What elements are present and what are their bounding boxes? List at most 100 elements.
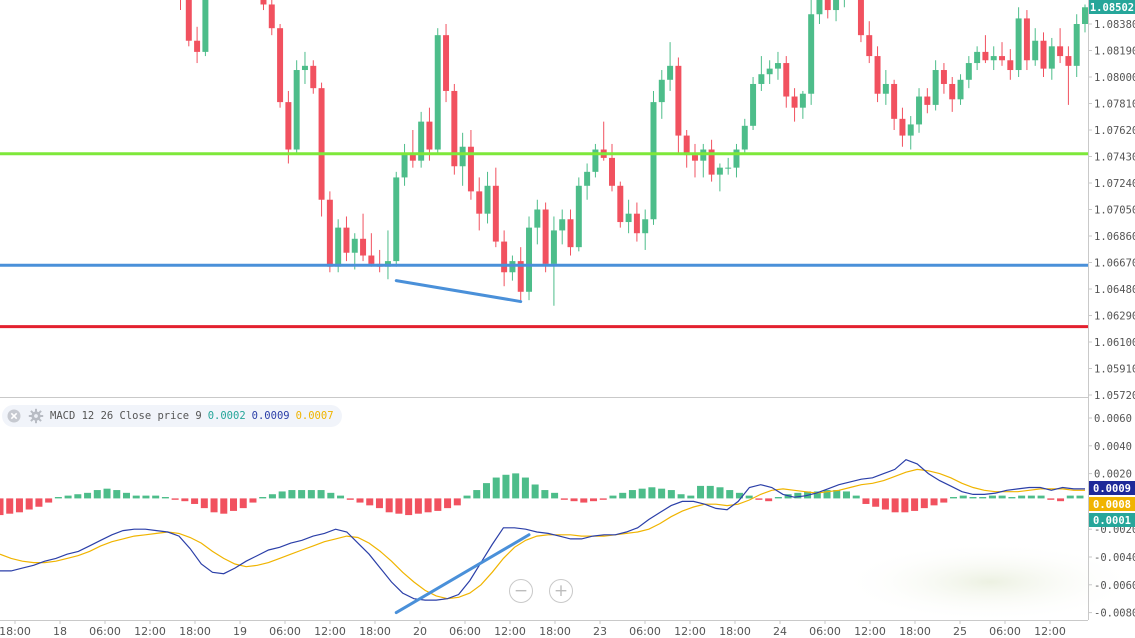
candle-body (733, 149, 740, 168)
candle (999, 42, 1006, 66)
candle-body (434, 35, 441, 150)
zoom-in-button[interactable]: + (549, 579, 573, 603)
histogram-bar (337, 495, 345, 499)
candle-body (816, 0, 823, 15)
candle-body (476, 191, 483, 214)
macd-axis[interactable]: 0.0060 0.0040 0.0020 -0.0020 -0.0040 -0.0060 -… (1088, 413, 1135, 620)
histogram-bar (220, 498, 228, 514)
candle-body (1057, 46, 1064, 57)
histogram-bar (93, 490, 101, 499)
legend-histogram-value: 0.0002 (207, 410, 246, 422)
candle (874, 46, 881, 103)
candle-body (418, 121, 425, 161)
candle-body (866, 35, 873, 57)
macd-legend[interactable]: MACD 12 26 Close price 9 0.0002 0.0009 0… (2, 405, 342, 427)
histogram-bar (1037, 495, 1045, 499)
time-tick-label: 06:00 (89, 625, 121, 638)
price-trendline[interactable] (394, 279, 523, 304)
histogram-badge (1089, 513, 1135, 527)
histogram-bar (298, 490, 306, 499)
histogram-bar (161, 497, 169, 499)
candle-body (459, 146, 466, 167)
histogram-bar (755, 498, 763, 500)
histogram-bar (492, 477, 500, 499)
histogram-bar (181, 498, 189, 502)
price-tick-label: 1.08000 (1094, 72, 1135, 84)
histogram-bar (54, 497, 62, 499)
time-tick-label: 06:00 (989, 625, 1021, 638)
candle-body (301, 65, 308, 71)
histogram-bar (6, 498, 14, 514)
candle-body (924, 96, 931, 105)
candle-body (808, 14, 815, 94)
candle (509, 255, 516, 281)
histogram-bar (881, 498, 889, 510)
signal-line (0, 468, 1085, 600)
histogram-bar (414, 498, 422, 514)
price-tick-label: 1.05720 (1094, 390, 1135, 402)
price-axis[interactable]: 1.08380 1.08190 1.08000 1.07810 1.07620 1.074… (1088, 0, 1135, 620)
candle (857, 0, 864, 43)
candle-body (393, 177, 400, 262)
candle-body (965, 63, 972, 80)
histogram-bar (862, 498, 870, 504)
candle (592, 143, 599, 178)
candle (808, 0, 815, 105)
candle-body (1007, 60, 1014, 71)
macd-trendline-layer[interactable] (394, 533, 531, 615)
price-pane[interactable] (0, 0, 1088, 329)
candle-body (194, 40, 201, 52)
candle (277, 24, 284, 108)
candle (550, 216, 557, 306)
candle (843, 0, 845, 8)
candle (750, 77, 757, 130)
candle (1048, 37, 1055, 80)
candle-body (451, 90, 458, 167)
time-tick-label: 12:00 (1034, 625, 1066, 638)
candle (965, 56, 972, 89)
candle (907, 116, 914, 150)
candle-body (833, 0, 840, 11)
candle-body (974, 51, 981, 64)
gear-icon[interactable] (28, 408, 44, 424)
time-tick-label: 06:00 (809, 625, 841, 638)
candle (783, 56, 790, 108)
histogram-bar (395, 498, 403, 514)
time-axis[interactable]: 18:00 18 06:00 12:00 18:00 19 06:00 12:00 18:00 2… (0, 620, 1088, 638)
zoom-out-button[interactable]: − (509, 579, 533, 603)
candle (459, 132, 466, 186)
candle-body (940, 70, 947, 84)
candle (949, 77, 956, 112)
candle-body (368, 255, 375, 264)
histogram-bar (424, 498, 432, 513)
candle-body (982, 51, 989, 61)
candle-body (326, 199, 333, 267)
candle (1082, 4, 1088, 33)
candle-body (725, 167, 732, 169)
histogram-bar (259, 497, 267, 499)
time-tick-label: 18:00 (899, 625, 931, 638)
candle (1057, 28, 1064, 64)
candle-body (185, 0, 192, 41)
candle (1015, 7, 1022, 77)
horizontal-lines[interactable] (0, 152, 1088, 329)
candle-body (517, 261, 524, 292)
macd-trendline[interactable] (394, 533, 531, 615)
candle (642, 209, 649, 250)
candle (1007, 49, 1014, 80)
candle-body (916, 96, 923, 125)
candle (318, 82, 325, 217)
price-trendline-layer[interactable] (394, 279, 523, 304)
time-tick-label: 18:00 (539, 625, 571, 638)
candle-body (1015, 18, 1022, 71)
candle-body (467, 146, 474, 192)
candle-body (550, 230, 557, 264)
histogram-bar (570, 498, 578, 502)
candle-body (277, 28, 284, 103)
signal-badge-label: 0.0008 (1093, 499, 1131, 511)
close-icon[interactable] (6, 408, 22, 424)
macd-pane[interactable] (0, 459, 1085, 615)
time-tick-label: 12:00 (854, 625, 886, 638)
candle (708, 139, 715, 182)
